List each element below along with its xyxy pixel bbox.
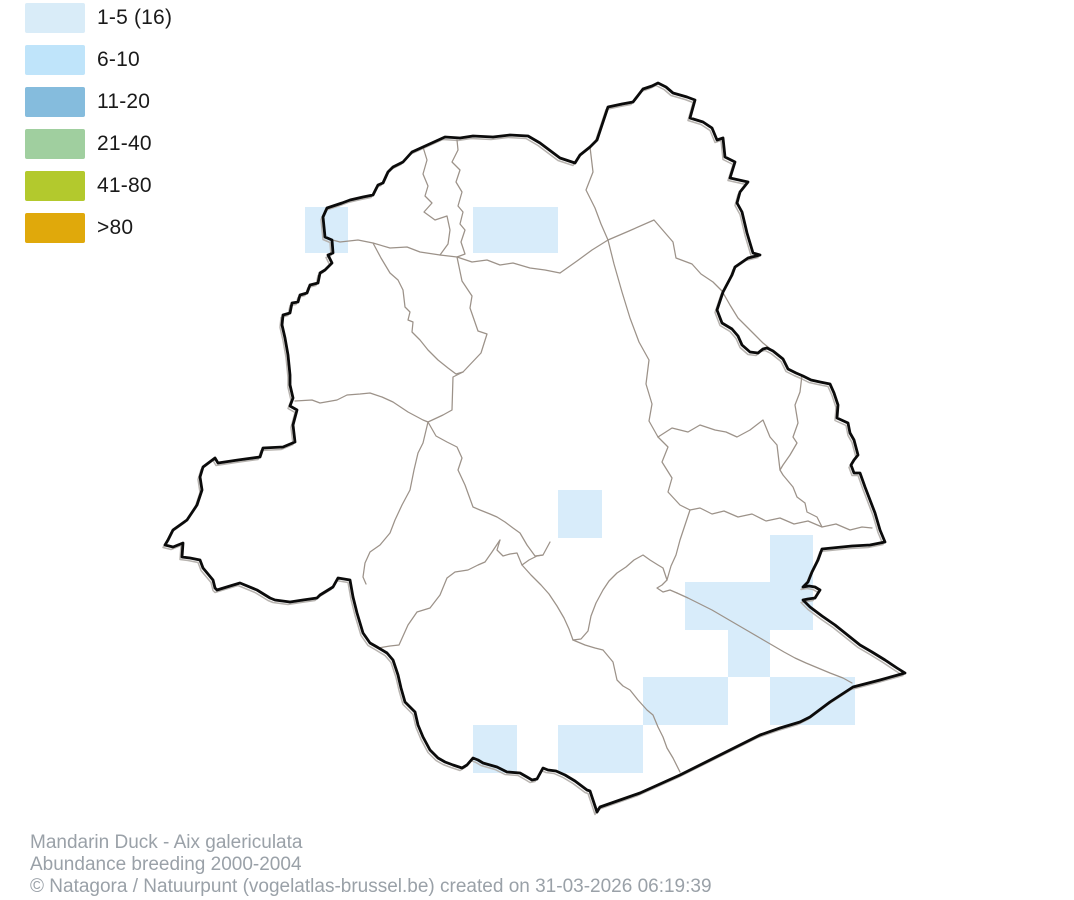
legend-swatch: [25, 87, 85, 117]
legend-swatch: [25, 3, 85, 33]
municipality-border: [657, 419, 823, 528]
municipality-border: [324, 237, 561, 274]
municipality-border: [657, 436, 691, 511]
municipality-border: [362, 421, 429, 585]
municipality-border: [427, 421, 544, 557]
legend-label: 1-5 (16): [97, 6, 173, 29]
legend-item: >80: [25, 213, 172, 243]
region-boundary: [163, 81, 907, 814]
legend-swatch: [25, 129, 85, 159]
municipality-border: [779, 374, 803, 471]
municipality-border: [372, 242, 464, 375]
abundance-cell: [558, 725, 643, 773]
municipality-border: [377, 539, 501, 649]
municipality-border: [666, 509, 691, 581]
abundance-cell: [473, 207, 558, 253]
legend-item: 6-10: [25, 45, 172, 75]
municipality-border: [585, 146, 659, 438]
municipality-border: [427, 256, 488, 423]
municipality-border: [689, 507, 873, 531]
legend: 1-5 (16) 6-10 11-20 21-40 41-80 >80: [25, 3, 172, 255]
municipality-border: [676, 592, 853, 684]
legend-label: 6-10: [97, 48, 140, 71]
abundance-cell: [305, 207, 348, 253]
municipality-border: [572, 639, 681, 773]
legend-swatch: [25, 171, 85, 201]
municipality-border: [496, 539, 551, 566]
legend-label: 41-80: [97, 174, 152, 197]
legend-label: >80: [97, 216, 134, 239]
legend-label: 21-40: [97, 132, 152, 155]
municipality-border: [572, 554, 678, 641]
legend-item: 41-80: [25, 171, 172, 201]
municipality-border: [422, 146, 451, 256]
municipality-border: [294, 392, 429, 423]
copyright-caption: © Natagora / Natuurpunt (vogelatlas-brus…: [30, 876, 712, 897]
legend-label: 11-20: [97, 90, 151, 113]
abundance-cell: [770, 677, 855, 725]
legend-swatch: [25, 45, 85, 75]
legend-swatch: [25, 213, 85, 243]
abundance-cell: [643, 677, 728, 725]
legend-item: 1-5 (16): [25, 3, 172, 33]
survey-caption: Abundance breeding 2000-2004: [30, 854, 302, 875]
species-caption: Mandarin Duck - Aix galericulata: [30, 832, 303, 853]
legend-item: 21-40: [25, 129, 172, 159]
abundance-cell: [558, 490, 602, 538]
municipality-border: [521, 564, 574, 641]
abundance-cell: [685, 582, 770, 630]
abundance-cell: [728, 630, 770, 677]
municipality-border: [559, 239, 609, 274]
legend-item: 11-20: [25, 87, 172, 117]
footer-captions: Mandarin Duck - Aix galericulata Abundan…: [30, 832, 712, 898]
municipality-border: [721, 290, 774, 352]
municipality-border: [451, 139, 466, 258]
municipality-border: [607, 219, 723, 292]
